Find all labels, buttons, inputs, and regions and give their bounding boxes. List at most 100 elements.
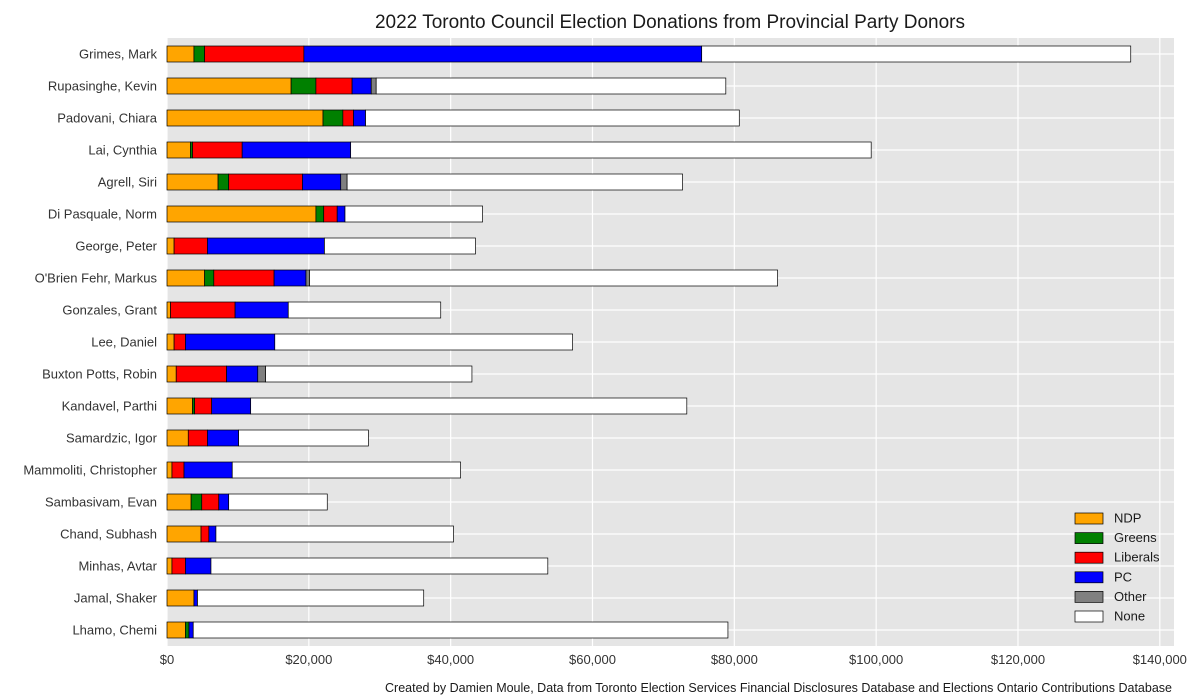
y-tick-label: Minhas, Avtar <box>78 559 157 574</box>
bar-ndp <box>166 269 205 287</box>
bar-pc <box>353 109 366 127</box>
bar-pc <box>351 77 372 95</box>
bar-none <box>228 493 328 511</box>
bar-ndp <box>166 557 173 575</box>
bar-pc <box>185 557 212 575</box>
bar-liberals <box>192 141 243 159</box>
bar-ndp <box>166 621 186 639</box>
bar-other <box>340 173 348 191</box>
bar-liberals <box>175 365 227 383</box>
bar-pc <box>241 141 352 159</box>
bar-ndp <box>166 77 292 95</box>
y-tick-label: Lai, Cynthia <box>88 143 157 158</box>
bar-none <box>324 237 476 255</box>
bar-pc <box>273 269 307 287</box>
bar-liberals <box>213 269 275 287</box>
y-tick-label: Grimes, Mark <box>79 47 158 62</box>
bar-none <box>375 77 727 95</box>
bar-none <box>265 365 473 383</box>
y-tick-label: Kandavel, Parthi <box>62 399 158 414</box>
bar-liberals <box>204 45 305 63</box>
bar-pc <box>218 493 230 511</box>
y-tick-labels: Grimes, Mark Rupasinghe, Kevin Padovani, C… <box>23 47 157 638</box>
bar-greens <box>217 173 230 191</box>
x-tick-label: $60,000 <box>569 652 616 667</box>
bar-ndp <box>166 205 317 223</box>
bar-pc <box>207 429 239 447</box>
bar-liberals <box>315 77 353 95</box>
bar-ndp <box>166 237 175 255</box>
bar-ndp <box>166 333 175 351</box>
bar-pc <box>226 365 259 383</box>
y-tick-label: Mammoliti, Christopher <box>23 463 157 478</box>
bar-ndp <box>166 173 219 191</box>
bar-pc <box>208 525 217 543</box>
bar-liberals <box>200 525 210 543</box>
bar-none <box>231 461 461 479</box>
bar-none <box>215 525 454 543</box>
bar-liberals <box>323 205 338 223</box>
bar-ndp <box>166 461 173 479</box>
legend-swatch-liberals <box>1074 551 1104 564</box>
bar-ndp <box>166 141 191 159</box>
legend-label: Liberals <box>1114 550 1160 565</box>
bar-other <box>370 77 377 95</box>
bar-ndp <box>166 365 177 383</box>
bar-none <box>197 589 425 607</box>
bar-liberals <box>173 333 186 351</box>
bar-none <box>309 269 778 287</box>
y-tick-label: Lhamo, Chemi <box>72 623 157 638</box>
legend-swatch-ndp <box>1074 512 1104 525</box>
y-tick-label: Jamal, Shaker <box>74 591 158 606</box>
x-tick-label: $80,000 <box>711 652 758 667</box>
bar-none <box>238 429 369 447</box>
bar-pc <box>183 461 233 479</box>
legend-label: Other <box>1114 589 1147 604</box>
y-tick-label: Di Pasquale, Norm <box>48 207 157 222</box>
x-tick-label: $100,000 <box>849 652 903 667</box>
bar-liberals <box>201 493 220 511</box>
bar-other <box>257 365 266 383</box>
x-tick-label: $40,000 <box>427 652 474 667</box>
bar-greens <box>193 45 205 63</box>
legend-swatch-pc <box>1074 571 1104 584</box>
legend: NDP Greens Liberals PC Other None <box>1074 511 1160 624</box>
bar-none <box>192 621 729 639</box>
bar-greens <box>315 205 325 223</box>
bar-pc <box>303 45 703 63</box>
bar-ndp <box>166 429 189 447</box>
bar-ndp <box>166 397 193 415</box>
bar-liberals <box>171 557 186 575</box>
x-tick-label: $120,000 <box>991 652 1045 667</box>
bar-none <box>701 45 1132 63</box>
bar-liberals <box>194 397 213 415</box>
legend-swatch-greens <box>1074 532 1104 544</box>
legend-label: None <box>1114 609 1145 624</box>
x-tick-label: $20,000 <box>285 652 332 667</box>
y-tick-label: Sambasivam, Evan <box>45 495 157 510</box>
bar-liberals <box>342 109 354 127</box>
chart-title: 2022 Toronto Council Election Donations … <box>375 12 965 33</box>
y-tick-label: Lee, Daniel <box>91 335 157 350</box>
bar-pc <box>188 621 194 639</box>
y-tick-label: Samardzic, Igor <box>66 431 158 446</box>
y-tick-label: Padovani, Chiara <box>57 111 157 126</box>
bar-liberals <box>228 173 303 191</box>
y-tick-label: Gonzales, Grant <box>62 303 157 318</box>
bar-none <box>365 109 740 127</box>
x-tick-label: $140,000 <box>1133 652 1187 667</box>
legend-swatch-none <box>1074 610 1104 623</box>
y-tick-label: Buxton Potts, Robin <box>42 367 157 382</box>
legend-label: PC <box>1114 569 1132 584</box>
y-tick-label: George, Peter <box>75 239 157 254</box>
bar-pc <box>185 333 276 351</box>
bar-ndp <box>166 301 171 319</box>
bar-greens <box>290 77 317 95</box>
bar-ndp <box>166 493 192 511</box>
bar-greens <box>204 269 215 287</box>
legend-label: NDP <box>1114 511 1141 526</box>
y-tick-label: O'Brien Fehr, Markus <box>35 271 158 286</box>
bar-pc <box>207 237 325 255</box>
bar-other <box>305 269 310 287</box>
